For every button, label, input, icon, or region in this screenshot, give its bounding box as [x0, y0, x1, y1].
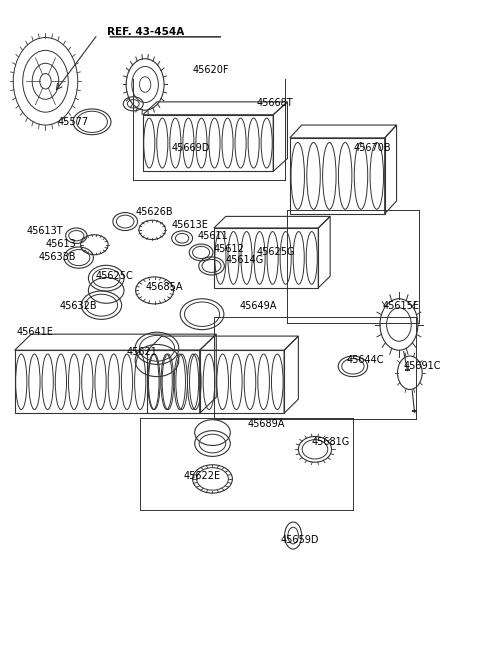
Text: 45649A: 45649A	[240, 302, 277, 312]
Text: 45613: 45613	[46, 239, 76, 249]
Text: 45622E: 45622E	[183, 471, 220, 481]
Text: 45613E: 45613E	[171, 220, 208, 230]
Text: 45641E: 45641E	[17, 327, 54, 337]
Text: 45633B: 45633B	[38, 252, 76, 262]
Text: 45632B: 45632B	[60, 302, 97, 312]
Text: 45577: 45577	[57, 117, 88, 127]
Text: 45670B: 45670B	[354, 143, 392, 153]
Text: 45644C: 45644C	[347, 355, 384, 365]
Text: 45613T: 45613T	[26, 227, 63, 236]
Text: 45614G: 45614G	[226, 255, 264, 265]
Text: REF. 43-454A: REF. 43-454A	[107, 27, 184, 37]
Text: 45659D: 45659D	[280, 535, 319, 545]
Text: 45612: 45612	[214, 243, 245, 254]
Text: 45626B: 45626B	[136, 207, 173, 217]
Text: 45625G: 45625G	[257, 247, 295, 257]
Text: 45611: 45611	[197, 230, 228, 241]
Text: 45685A: 45685A	[145, 282, 182, 292]
Text: 45669D: 45669D	[171, 143, 210, 153]
Text: 45621: 45621	[126, 347, 157, 356]
Text: 45615E: 45615E	[383, 302, 420, 312]
Text: 45620F: 45620F	[192, 66, 229, 75]
Text: 45689A: 45689A	[247, 419, 285, 429]
Text: 45625C: 45625C	[96, 271, 133, 280]
Text: 45681G: 45681G	[311, 437, 349, 447]
Text: 45691C: 45691C	[404, 361, 441, 371]
Text: 45668T: 45668T	[257, 97, 293, 108]
